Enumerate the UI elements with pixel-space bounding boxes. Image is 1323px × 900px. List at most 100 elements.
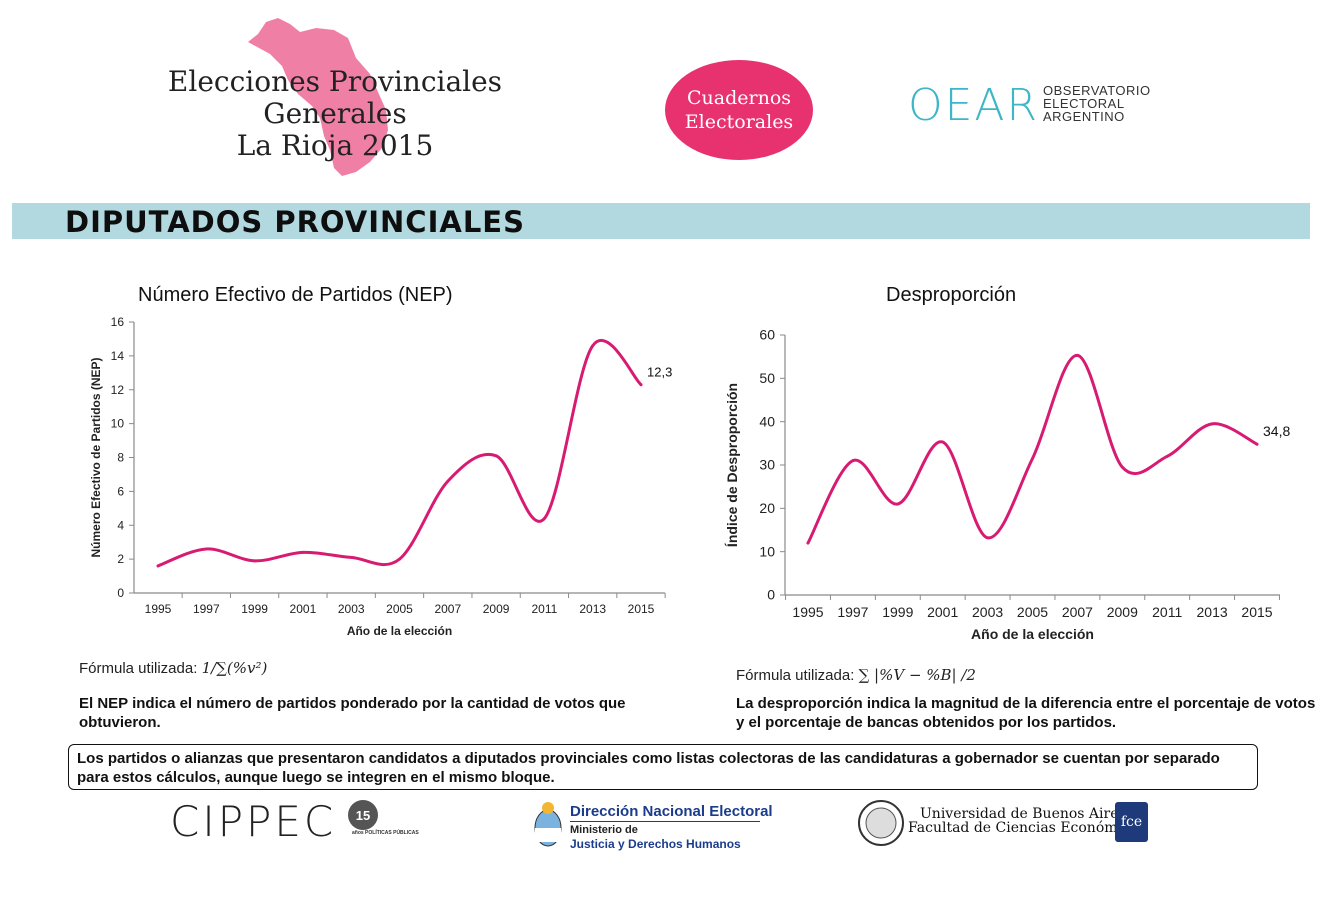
dne-sub2: Justicia y Derechos Humanos <box>570 837 741 851</box>
nep-data-label: 12,3 <box>647 365 672 380</box>
nep-y-tick-label: 8 <box>117 451 124 465</box>
nep-x-tick-label: 2003 <box>338 602 365 616</box>
desp-description: La desproporción indica la magnitud de l… <box>736 695 1316 731</box>
nep-y-tick-label: 16 <box>111 315 125 329</box>
nep-y-tick-label: 10 <box>111 417 125 431</box>
argentina-shield-icon <box>534 802 562 847</box>
desp-data-point <box>1255 442 1259 446</box>
nep-y-tick-label: 0 <box>117 586 124 600</box>
nep-series-line <box>156 339 643 568</box>
nep-data-point <box>156 564 160 568</box>
nep-y-tick-label: 12 <box>111 383 125 397</box>
nep-y-tick-label: 14 <box>111 349 125 363</box>
badge-line1: Cuadernos <box>686 87 792 109</box>
nep-chart-title: Número Efectivo de Partidos (NEP) <box>138 284 453 306</box>
desp-x-tick-label: 2009 <box>1107 604 1138 620</box>
desp-x-axis-label: Año de la elección <box>971 626 1094 642</box>
nep-x-tick-label: 2009 <box>483 602 510 616</box>
header-title: Elecciones Provinciales Generales La Rio… <box>100 66 570 162</box>
section-bar <box>12 203 1310 239</box>
note-box: Los partidos o alianzas que presentaron … <box>68 744 1258 790</box>
desp-x-tick-label: 2003 <box>972 604 1003 620</box>
oear-line2: ELECTORAL <box>1043 96 1125 111</box>
desp-x-tick-label: 2005 <box>1017 604 1048 620</box>
badge-line2: Electorales <box>684 111 794 133</box>
nep-x-tick-label: 2015 <box>628 602 655 616</box>
desp-y-tick-label: 40 <box>759 413 775 429</box>
uba-line2: Facultad de Ciencias Económicas <box>908 820 1146 836</box>
desp-y-tick-label: 50 <box>759 370 775 386</box>
nep-data-point <box>301 550 305 554</box>
nep-y-tick-label: 2 <box>117 552 124 566</box>
nep-formula-math: 1/∑(%v²) <box>201 659 268 677</box>
nep-x-tick-label: 1995 <box>145 602 172 616</box>
desp-x-tick-label: 1999 <box>882 604 913 620</box>
nep-chart: 0 2 4 6 8 10 12 14 16 1995 1997 1999 2001 2003 2005 200… <box>89 315 672 638</box>
oear-line3: ARGENTINO <box>1043 109 1125 124</box>
desp-data-point <box>1076 353 1079 357</box>
cippec-15-badge: 15 <box>348 800 378 830</box>
desp-data-point <box>1031 457 1034 460</box>
oear-line1: OBSERVATORIO <box>1043 83 1151 98</box>
desp-y-tick-label: 20 <box>759 500 775 516</box>
nep-x-tick-label: 2007 <box>434 602 461 616</box>
nep-x-tick-label: 2013 <box>579 602 606 616</box>
header-title-line1: Elecciones Provinciales Generales <box>167 65 503 130</box>
desp-formula-label: Fórmula utilizada: <box>736 667 855 684</box>
nep-formula: Fórmula utilizada: 1/∑(%v²) <box>79 659 267 677</box>
desp-x-tick-label: 1997 <box>837 604 868 620</box>
desp-data-point <box>1210 422 1214 426</box>
cippec-logo: CIPPEC <box>170 797 337 846</box>
fce-badge: fce <box>1115 802 1148 842</box>
section-title: DIPUTADOS PROVINCIALES <box>65 205 526 239</box>
header-title-line2: La Rioja 2015 <box>236 129 434 162</box>
desp-y-axis-label: Índice de Desproporción <box>724 383 740 547</box>
oear-text: OBSERVATORIO ELECTORAL ARGENTINO <box>1043 84 1151 123</box>
nep-data-point <box>543 517 546 520</box>
desp-x-tick-label: 2015 <box>1241 604 1272 620</box>
nep-description: El NEP indica el número de partidos pond… <box>79 695 626 731</box>
uba-seal-icon <box>858 800 904 846</box>
desp-data-point <box>896 502 900 506</box>
desp-formula-math: ∑ |%V − %B| /2 <box>858 666 976 684</box>
nep-y-tick-label: 4 <box>117 518 124 532</box>
nep-formula-label: Fórmula utilizada: <box>79 660 198 677</box>
desp-data-point <box>1120 465 1124 469</box>
nep-data-point <box>591 344 595 348</box>
nep-x-tick-label: 1999 <box>241 602 268 616</box>
desp-data-label: 34,8 <box>1263 423 1290 439</box>
nep-x-tick-label: 1997 <box>193 602 220 616</box>
desp-data-point <box>1165 454 1169 458</box>
nep-data-point <box>253 559 256 563</box>
desp-data-point <box>941 440 945 444</box>
nep-data-point <box>398 557 401 561</box>
nep-x-axis-label: Año de la elección <box>347 624 452 638</box>
desp-y-tick-label: 60 <box>759 327 775 343</box>
desp-x-tick-label: 2007 <box>1062 604 1093 620</box>
nep-data-point <box>446 479 450 483</box>
cippec-subtitle: años POLÍTICAS PÚBLICAS <box>352 830 419 836</box>
desp-data-point <box>851 459 855 463</box>
desp-formula: Fórmula utilizada: ∑ |%V − %B| /2 <box>736 666 976 684</box>
dne-sub1: Ministerio de <box>570 824 638 836</box>
desp-y-tick-label: 0 <box>767 587 775 603</box>
nep-x-tick-label: 2011 <box>531 602 557 616</box>
nep-data-point <box>494 454 498 458</box>
desp-data-point <box>806 541 810 545</box>
desp-x-tick-label: 2011 <box>1152 604 1182 620</box>
desp-x-tick-label: 1995 <box>792 604 823 620</box>
desp-data-point <box>986 536 989 540</box>
nep-y-axis-label: Número Efectivo de Partidos (NEP) <box>89 357 103 557</box>
nep-data-point <box>204 547 208 551</box>
uba-line1: Universidad de Buenos Aires <box>920 806 1126 822</box>
oear-logo: OEAR <box>908 80 1040 131</box>
desproporcion-chart: 0 10 20 30 40 50 60 1995 1997 1999 2001 2003 2005 200… <box>724 327 1290 642</box>
la-rioja-map-icon <box>248 18 388 176</box>
dne-divider <box>570 821 760 822</box>
nep-x-tick-label: 2005 <box>386 602 413 616</box>
desp-x-tick-label: 2013 <box>1197 604 1228 620</box>
desp-x-tick-label: 2001 <box>927 604 958 620</box>
desp-y-tick-label: 30 <box>759 457 775 473</box>
cuadernos-badge: Cuadernos Electorales <box>665 60 813 160</box>
nep-data-point <box>349 556 353 559</box>
